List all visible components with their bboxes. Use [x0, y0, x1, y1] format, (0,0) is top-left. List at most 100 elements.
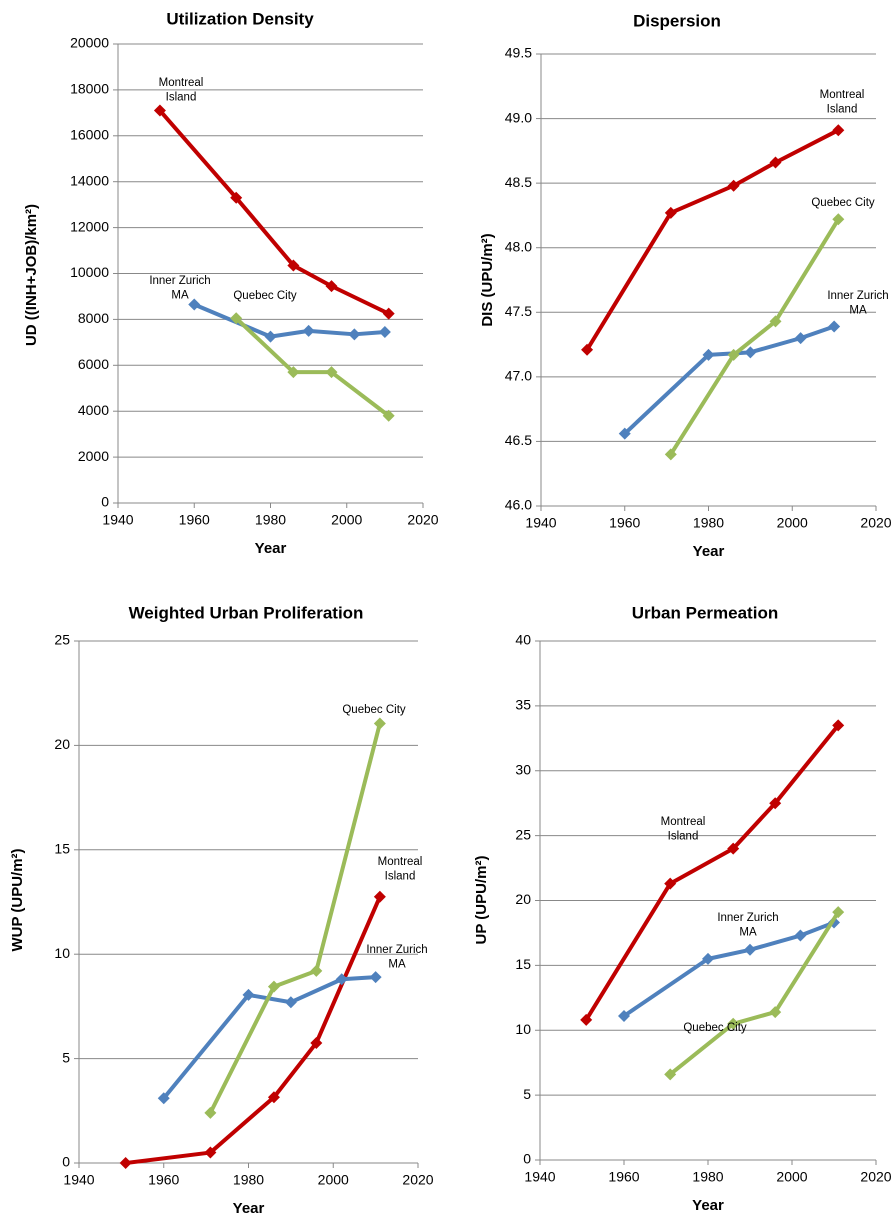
series-label: Inner Zurich MA: [827, 290, 888, 316]
x-tick-label: 1940: [63, 1172, 94, 1188]
series-line: [668, 911, 840, 1076]
y-tick-label: 20: [515, 891, 531, 907]
marker: [310, 1036, 323, 1049]
marker: [664, 877, 677, 890]
marker: [769, 797, 782, 810]
y-tick-label: 48.5: [505, 174, 532, 190]
marker: [287, 259, 300, 272]
series-label: Quebec City: [811, 197, 875, 209]
marker: [618, 1009, 630, 1022]
marker: [769, 315, 782, 328]
marker: [618, 427, 631, 440]
marker: [302, 324, 315, 337]
x-tick-label: 2000: [777, 515, 808, 531]
marker: [382, 307, 395, 320]
y-tick-label: 0: [62, 1154, 70, 1170]
y-tick-label: 8000: [78, 310, 109, 326]
y-tick-label: 47.5: [505, 303, 532, 319]
marker: [188, 298, 201, 311]
marker: [727, 348, 740, 361]
y-tick-label: 0: [101, 494, 109, 510]
y-tick-label: 14000: [70, 172, 109, 188]
y-tick-label: 4000: [78, 402, 109, 418]
series-label: Inner Zurich MA: [366, 944, 427, 970]
chart-title: Weighted Urban Proliferation: [129, 603, 364, 622]
y-axis-label: DIS (UPU/m²): [479, 233, 496, 326]
x-tick-label: 1980: [692, 1169, 723, 1185]
x-tick-label: 1940: [102, 512, 133, 528]
marker: [325, 366, 338, 379]
marker: [769, 156, 782, 169]
y-tick-label: 49.5: [505, 45, 532, 61]
marker: [369, 971, 382, 984]
y-tick-label: 6000: [78, 356, 109, 372]
y-tick-label: 10000: [70, 264, 109, 280]
series-label: Quebec City: [683, 1022, 747, 1034]
y-tick-label: 40: [515, 632, 531, 648]
y-tick-label: 25: [515, 826, 531, 842]
x-axis-label: Year: [255, 540, 287, 557]
marker: [744, 943, 756, 956]
marker: [230, 312, 243, 325]
marker: [264, 330, 277, 343]
marker: [335, 973, 348, 986]
marker: [702, 348, 715, 361]
x-tick-label: 1960: [608, 1169, 639, 1185]
marker: [267, 1091, 280, 1104]
x-tick-label: 1960: [148, 1172, 179, 1188]
chart-title: Urban Permeation: [632, 603, 778, 622]
marker: [832, 906, 845, 919]
marker: [378, 326, 391, 339]
y-tick-label: 20: [54, 736, 70, 752]
y-tick-label: 0: [523, 1151, 531, 1167]
x-tick-label: 1960: [179, 512, 210, 528]
series-label: Inner Zurich MA: [717, 912, 778, 938]
x-tick-label: 2000: [318, 1172, 349, 1188]
y-tick-label: 46.0: [505, 497, 532, 513]
y-tick-label: 10: [54, 945, 70, 961]
x-tick-label: 2020: [860, 1169, 891, 1185]
series-line: [585, 128, 840, 351]
y-tick-label: 35: [515, 697, 531, 713]
marker: [727, 1017, 740, 1030]
chart-title: Dispersion: [633, 11, 721, 30]
marker: [310, 964, 323, 977]
x-tick-label: 1960: [609, 515, 640, 531]
y-tick-label: 2000: [78, 448, 109, 464]
marker: [284, 996, 297, 1009]
y-axis-label: UD ((INH+JOB)/km²): [23, 204, 40, 346]
y-tick-label: 12000: [70, 218, 109, 234]
y-axis-label: WUP (UPU/m²): [9, 848, 26, 951]
series-label: Montreal Island: [820, 89, 865, 115]
x-tick-label: 2020: [407, 512, 438, 528]
y-tick-label: 5: [62, 1049, 70, 1065]
x-tick-label: 2000: [776, 1169, 807, 1185]
marker: [727, 842, 740, 855]
series-label: Montreal Island: [378, 856, 423, 882]
y-axis-label: UP (UPU/m²): [473, 856, 490, 945]
marker: [242, 988, 255, 1001]
x-tick-label: 2020: [402, 1172, 433, 1188]
y-tick-label: 47.0: [505, 368, 532, 384]
y-tick-label: 5: [523, 1086, 531, 1102]
y-tick-label: 30: [515, 761, 531, 777]
y-tick-label: 16000: [70, 127, 109, 143]
x-axis-label: Year: [233, 1200, 265, 1217]
series-label: Montreal Island: [159, 77, 204, 103]
marker: [769, 1006, 782, 1019]
x-tick-label: 1980: [233, 1172, 264, 1188]
marker: [348, 328, 361, 341]
series-label: Inner Zurich MA: [149, 275, 210, 301]
marker: [580, 1013, 593, 1026]
x-tick-label: 1940: [525, 515, 556, 531]
marker: [828, 320, 841, 333]
marker: [267, 980, 280, 993]
y-tick-label: 18000: [70, 81, 109, 97]
marker: [287, 366, 300, 379]
marker: [664, 206, 677, 219]
x-tick-label: 1980: [255, 512, 286, 528]
marker: [794, 332, 807, 345]
marker: [744, 346, 757, 359]
series-line: [208, 722, 382, 1114]
y-tick-label: 15: [515, 956, 531, 972]
